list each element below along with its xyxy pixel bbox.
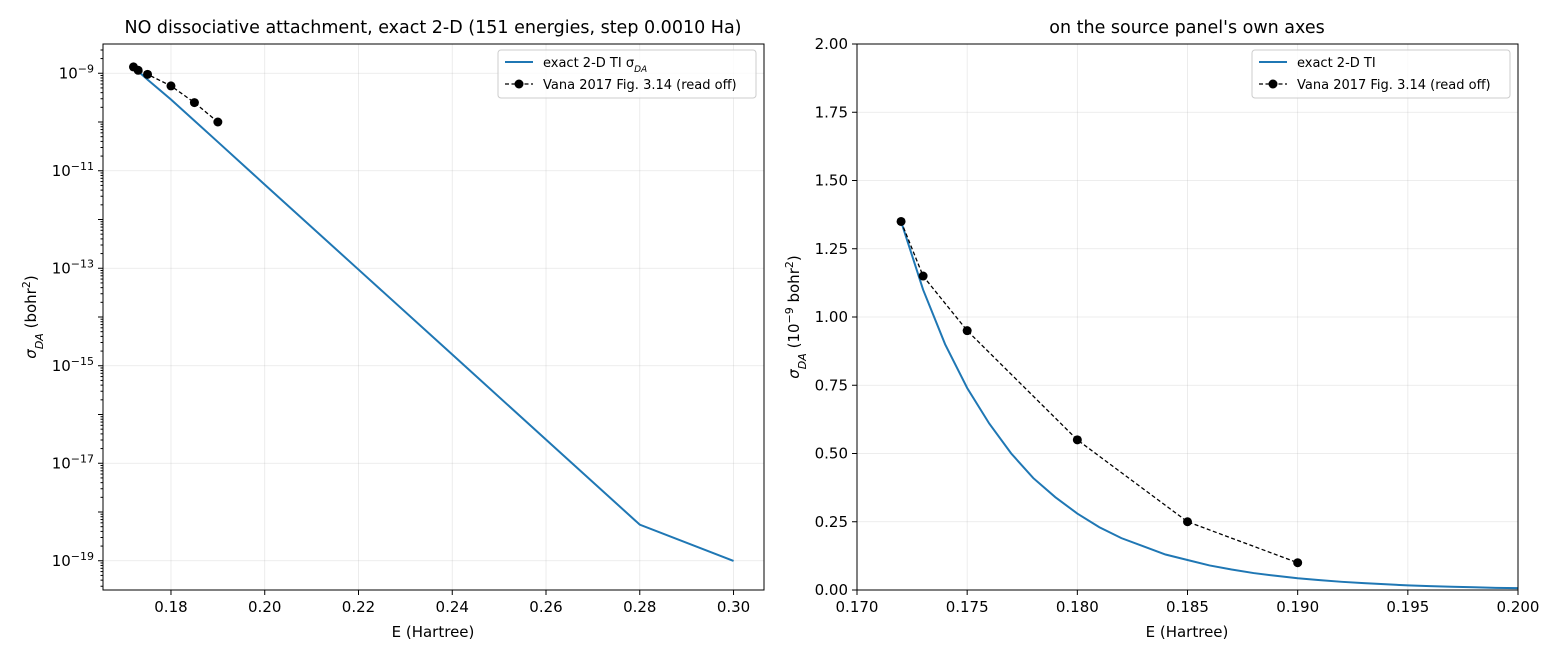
right-legend-box xyxy=(1251,49,1511,99)
left-x-tick-label: 0.18 xyxy=(154,598,187,616)
right-y-label-subscript: DA xyxy=(796,353,809,369)
right-series-vana-point xyxy=(1293,558,1303,568)
left-x-tick-label: 0.30 xyxy=(717,598,750,616)
right-legend-label-exact: exact 2-D TI xyxy=(1297,56,1376,71)
right-y-tick-label: 0.75 xyxy=(815,376,848,394)
right-y-label-exponent-2: 2 xyxy=(783,261,796,268)
left-y-label-close: ) xyxy=(22,275,40,281)
left-y-tick-base: 10 xyxy=(52,552,71,570)
right-x-ticks: 0.170 0.175 0.180 0.185 0.190 0.195 0.200 xyxy=(836,590,1540,616)
right-x-tick-label: 0.185 xyxy=(1166,598,1209,616)
left-x-tick-label: 0.20 xyxy=(248,598,281,616)
left-series-layer xyxy=(128,62,734,562)
right-y-tick-label: 0.25 xyxy=(815,513,848,531)
right-x-axis-label: E (Hartree) xyxy=(1146,623,1229,641)
left-x-tick-label: 0.24 xyxy=(436,598,469,616)
left-y-label-unit: (bohr xyxy=(22,287,40,333)
left-y-tick-exponent: −9 xyxy=(78,62,94,75)
right-y-tick-label: 1.50 xyxy=(815,172,848,190)
left-y-tick-base: 10 xyxy=(59,64,78,82)
right-series-vana-point xyxy=(896,216,906,226)
right-y-ticks: 0.00 0.25 0.50 0.75 1.00 1.25 1.50 1.75 2.00 xyxy=(815,35,857,599)
left-y-tick-label: 10−9 xyxy=(59,62,94,83)
left-y-tick-exponent: −15 xyxy=(71,354,94,367)
right-y-label-unit: (10 xyxy=(785,323,803,353)
left-series-vana-point xyxy=(189,98,199,108)
right-x-tick-label: 0.175 xyxy=(946,598,989,616)
right-x-tick-label: 0.170 xyxy=(836,598,879,616)
left-y-tick-label: 10−19 xyxy=(52,549,94,570)
left-series-vana-point xyxy=(133,65,143,75)
left-y-tick-base: 10 xyxy=(52,357,71,375)
left-y-tick-base: 10 xyxy=(52,162,71,180)
right-series-vana-point xyxy=(1072,435,1082,445)
left-y-label-subscript: DA xyxy=(33,333,46,349)
right-series-vana-point xyxy=(962,326,972,336)
right-y-label-close: ) xyxy=(785,255,803,261)
left-y-tick-label: 10−15 xyxy=(52,354,94,375)
left-y-tick-label: 10−13 xyxy=(52,257,94,278)
left-y-label-symbol: σ xyxy=(22,349,40,359)
left-legend-label-exact-sub: DA xyxy=(634,65,647,75)
left-x-tick-label: 0.22 xyxy=(342,598,375,616)
left-series-vana-line xyxy=(133,66,219,123)
right-series-exact-line xyxy=(900,221,1519,590)
right-series-vana-line xyxy=(900,221,1298,564)
right-x-tick-label: 0.200 xyxy=(1497,598,1540,616)
right-x-tick-label: 0.195 xyxy=(1386,598,1429,616)
left-legend-marker-vana xyxy=(514,79,524,89)
right-y-tick-label: 1.25 xyxy=(815,240,848,258)
right-y-tick-label: 1.00 xyxy=(815,308,848,326)
left-y-tick-base: 10 xyxy=(52,259,71,277)
left-y-tick-exponent: −19 xyxy=(71,549,94,562)
left-y-tick-label: 10−17 xyxy=(52,452,94,473)
left-y-tick-base: 10 xyxy=(52,454,71,472)
left-x-tick-label: 0.26 xyxy=(529,598,562,616)
left-y-tick-exponent: −13 xyxy=(71,257,94,270)
left-y-tick-label: 10−11 xyxy=(52,159,94,180)
left-x-ticks: 0.18 0.20 0.22 0.24 0.26 0.28 0.30 xyxy=(154,590,750,616)
right-panel: on the source panel's own axes 0.170 0.17… xyxy=(783,18,1540,641)
right-legend-label-vana: Vana 2017 Fig. 3.14 (read off) xyxy=(1297,78,1491,93)
right-legend: exact 2-D TI Vana 2017 Fig. 3.14 (read o… xyxy=(1251,49,1511,99)
right-panel-title: on the source panel's own axes xyxy=(1049,18,1324,38)
left-x-tick-label: 0.28 xyxy=(623,598,656,616)
left-panel: NO dissociative attachment, exact 2-D (1… xyxy=(20,18,765,641)
left-legend: exact 2-D TI σDA Vana 2017 Fig. 3.14 (re… xyxy=(497,49,757,99)
right-series-layer xyxy=(896,216,1519,590)
left-x-axis-label: E (Hartree) xyxy=(392,623,475,641)
left-y-tick-exponent: −11 xyxy=(71,159,94,172)
left-legend-label-exact-main: exact 2-D TI σ xyxy=(543,56,634,71)
right-y-tick-label: 2.00 xyxy=(815,35,848,53)
right-legend-marker-vana xyxy=(1268,79,1278,89)
left-y-label-exponent: 2 xyxy=(20,281,33,288)
right-y-axis-label: σDA (10−9 bohr2) xyxy=(783,255,809,378)
right-y-tick-label: 0.50 xyxy=(815,445,848,463)
left-series-vana-point xyxy=(213,117,223,127)
right-y-label-tail: bohr xyxy=(785,267,803,307)
left-series-vana-point xyxy=(143,69,153,79)
left-legend-box xyxy=(497,49,757,99)
right-y-label-symbol: σ xyxy=(785,369,803,379)
right-y-tick-label: 0.00 xyxy=(815,581,848,599)
right-y-tick-label: 1.75 xyxy=(815,103,848,121)
left-y-axis-label: σDA (bohr2) xyxy=(20,275,46,358)
right-x-tick-label: 0.190 xyxy=(1276,598,1319,616)
left-legend-label-vana: Vana 2017 Fig. 3.14 (read off) xyxy=(543,78,737,93)
right-series-vana-point xyxy=(918,271,928,281)
left-series-vana-point xyxy=(166,81,176,91)
left-legend-label-exact: exact 2-D TI σDA xyxy=(543,56,647,75)
left-y-tick-exponent: −17 xyxy=(71,452,94,465)
left-panel-title: NO dissociative attachment, exact 2-D (1… xyxy=(124,18,741,38)
right-y-label-exponent: −9 xyxy=(783,307,796,323)
right-x-tick-label: 0.180 xyxy=(1056,598,1099,616)
right-series-vana-point xyxy=(1183,517,1192,527)
